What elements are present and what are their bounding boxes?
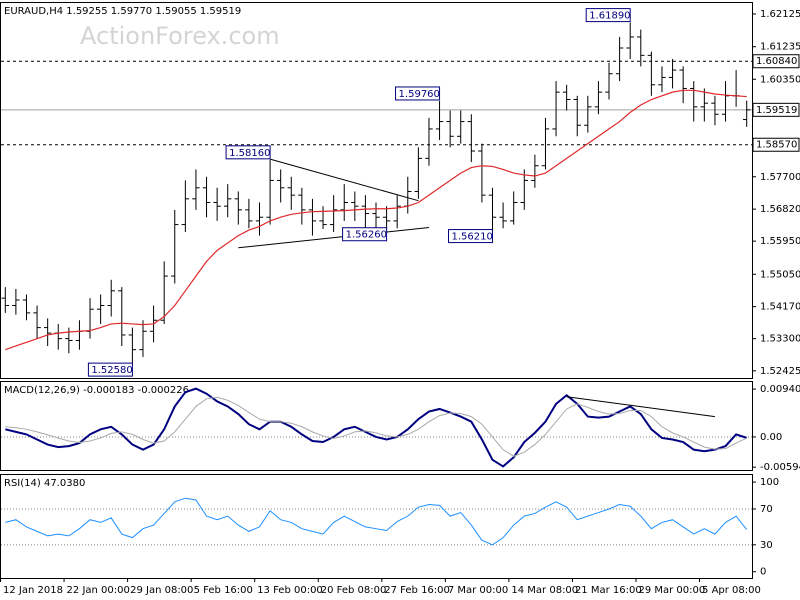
x-tick-label: 27 Feb 16:00: [384, 585, 450, 596]
level-label: 1.60840: [756, 56, 797, 67]
x-tick-label: 14 Mar 08:00: [511, 585, 578, 596]
annotation-box: [342, 227, 388, 242]
y-tick-label: 0: [760, 567, 766, 578]
trendline: [269, 158, 419, 202]
panel-frame: [0, 2, 753, 379]
y-tick-label: 0.00: [760, 432, 782, 443]
panel-title: RSI(14) 47.0380: [4, 478, 85, 489]
y-tick-label: 1.52425: [760, 366, 800, 377]
annotation-box: [448, 229, 494, 244]
indicator-line: [5, 387, 748, 468]
annotation-label: 1.58160: [229, 148, 270, 159]
trendline: [238, 227, 430, 249]
y-tick-label: 100: [760, 477, 779, 488]
y-tick-label: 1.62125: [760, 9, 800, 20]
annotation-box: [225, 145, 271, 160]
x-tick-label: 20 Feb 08:00: [321, 585, 387, 596]
annotation-box: [87, 362, 133, 377]
y-tick-label: 1.56820: [760, 204, 800, 215]
annotation-box: [585, 8, 631, 23]
x-tick-label: 7 Mar 00:00: [448, 585, 508, 596]
annotation-label: 1.56260: [346, 230, 387, 241]
y-tick-label: 1.55950: [760, 236, 800, 247]
y-tick-label: 0.009407: [760, 384, 800, 395]
panel-frame: [0, 474, 753, 579]
level-box: [752, 54, 800, 69]
y-tick-label: 1.57700: [760, 172, 800, 183]
y-tick-label: 1.60350: [760, 74, 800, 85]
y-tick-label: 30: [760, 540, 773, 551]
x-tick-label: 5 Apr 08:00: [702, 585, 761, 596]
x-tick-label: 21 Mar 16:00: [575, 585, 642, 596]
indicator-line: [5, 396, 747, 457]
x-tick-label: 29 Mar 00:00: [638, 585, 705, 596]
indicator-line: [5, 497, 748, 546]
y-tick-label: 1.55050: [760, 269, 800, 280]
watermark: ActionForex.com: [80, 22, 280, 50]
y-tick-label: 70: [760, 504, 773, 515]
x-tick-label: 5 Feb 16:00: [194, 585, 253, 596]
x-tick-label: 29 Jan 08:00: [130, 585, 193, 596]
level-label: 1.58570: [756, 140, 797, 151]
level-box: [752, 137, 800, 152]
moving-average: [5, 89, 747, 351]
y-tick-label: 1.53300: [760, 334, 800, 345]
last-price-box: [752, 102, 800, 117]
trendline: [566, 396, 715, 418]
annotation-label: 1.56210: [452, 232, 493, 243]
annotation-label: 1.52580: [91, 365, 132, 376]
annotation-box: [395, 86, 441, 101]
panel-frame: [0, 381, 753, 471]
y-tick-label: 1.54170: [760, 302, 800, 313]
annotation-label: 1.59760: [399, 89, 440, 100]
x-tick-label: 22 Jan 00:00: [67, 585, 130, 596]
y-tick-label: 1.61235: [760, 42, 800, 53]
panel-title: EURAUD,H4 1.59255 1.59770 1.59055 1.5951…: [4, 6, 241, 17]
x-tick-label: 13 Feb 00:00: [257, 585, 323, 596]
last-price-label: 1.59519: [756, 105, 797, 116]
panel-title: MACD(12,26,9) -0.000183 -0.000226: [4, 385, 189, 396]
annotation-label: 1.61890: [589, 11, 630, 22]
x-tick-label: 12 Jan 2018: [3, 585, 63, 596]
y-tick-label: -0.00594: [760, 462, 800, 473]
